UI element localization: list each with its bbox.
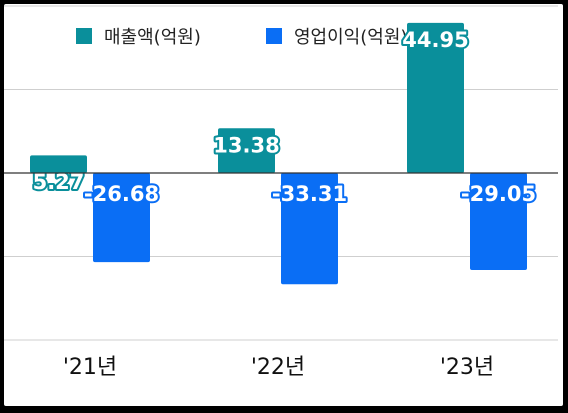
x-tick-label: '23년 xyxy=(440,355,494,380)
bar xyxy=(93,173,150,263)
data-label: -33.31 xyxy=(272,182,347,206)
bar xyxy=(407,22,464,173)
legend-label: 영업이익(억원) xyxy=(294,27,407,48)
bar-chart: 매출액(억원) 영업이익(억원)5.27 -26.68'21년13.38-33.31… xyxy=(4,5,558,380)
chart-area: 매출액(억원) 영업이익(억원) 5.27 -26.68'21년 13.38 -33.31… xyxy=(4,4,563,406)
data-label: 13.38 xyxy=(213,133,279,157)
x-tick-label: '22년 xyxy=(251,355,305,380)
legend-swatch xyxy=(266,28,282,44)
data-label: 44.95 xyxy=(402,28,468,52)
bar xyxy=(281,173,338,285)
bar xyxy=(30,155,87,173)
bar xyxy=(218,128,275,173)
data-label: -29.05 xyxy=(461,182,536,206)
legend-swatch xyxy=(76,28,92,44)
x-tick-label: '21년 xyxy=(63,355,117,380)
bar xyxy=(470,173,527,271)
data-label: -26.68 xyxy=(84,182,159,206)
legend-label: 매출액(억원) xyxy=(104,27,201,48)
